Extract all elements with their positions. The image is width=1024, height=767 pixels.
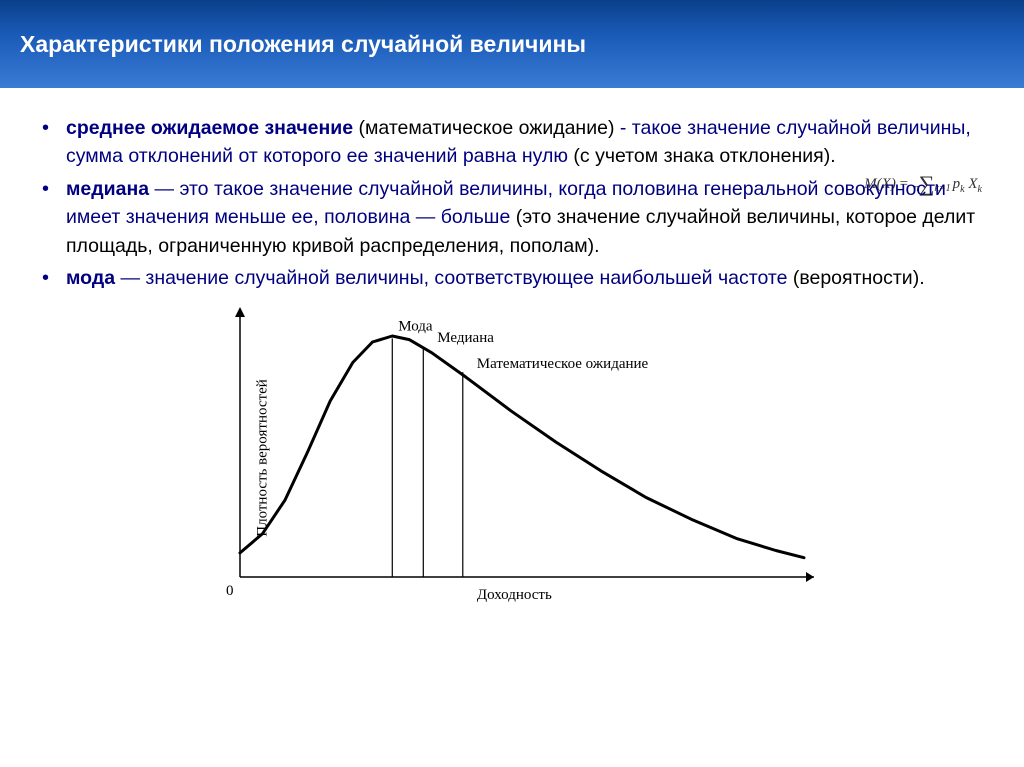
svg-text:0: 0	[226, 583, 234, 599]
slide-content: среднее ожидаемое значение (математическ…	[0, 88, 1024, 623]
chart-svg: МодаМедиана Математическое ожидание 0 Доход…	[192, 303, 832, 613]
term-median: медиана	[66, 178, 149, 200]
paren-mean: (математическое ожидание)	[359, 117, 615, 139]
term-mean: среднее ожидаемое значение	[66, 117, 353, 139]
svg-text:Математическое ожидание: Математическое ожидание	[477, 356, 649, 372]
text-mode-black: (вероятности).	[787, 267, 924, 289]
term-mode: мода	[66, 267, 115, 289]
definitions-list: среднее ожидаемое значение (математическ…	[36, 114, 988, 293]
definition-mean: среднее ожидаемое значение (математическ…	[64, 114, 988, 171]
svg-text:Мода: Мода	[398, 318, 433, 334]
svg-text:Доходность: Доходность	[477, 587, 552, 603]
dash: —	[149, 178, 179, 200]
y-axis-label: Плотность вероятностей	[254, 379, 271, 537]
distribution-chart: Плотность вероятностей МодаМедиана Матема…	[192, 303, 832, 613]
slide-header: Характеристики положения случайной велич…	[0, 0, 1024, 88]
text-mode-colored: значение случайной величины, соответству…	[145, 267, 787, 289]
definition-median: медиана — это такое значение случайной в…	[64, 175, 988, 260]
text-mean-black: (с учетом знака отклонения).	[568, 145, 836, 167]
slide-title: Характеристики положения случайной велич…	[20, 31, 586, 58]
svg-text:Медиана: Медиана	[437, 330, 494, 346]
dash: —	[115, 267, 145, 289]
definition-mode: мода — значение случайной величины, соот…	[64, 264, 988, 292]
